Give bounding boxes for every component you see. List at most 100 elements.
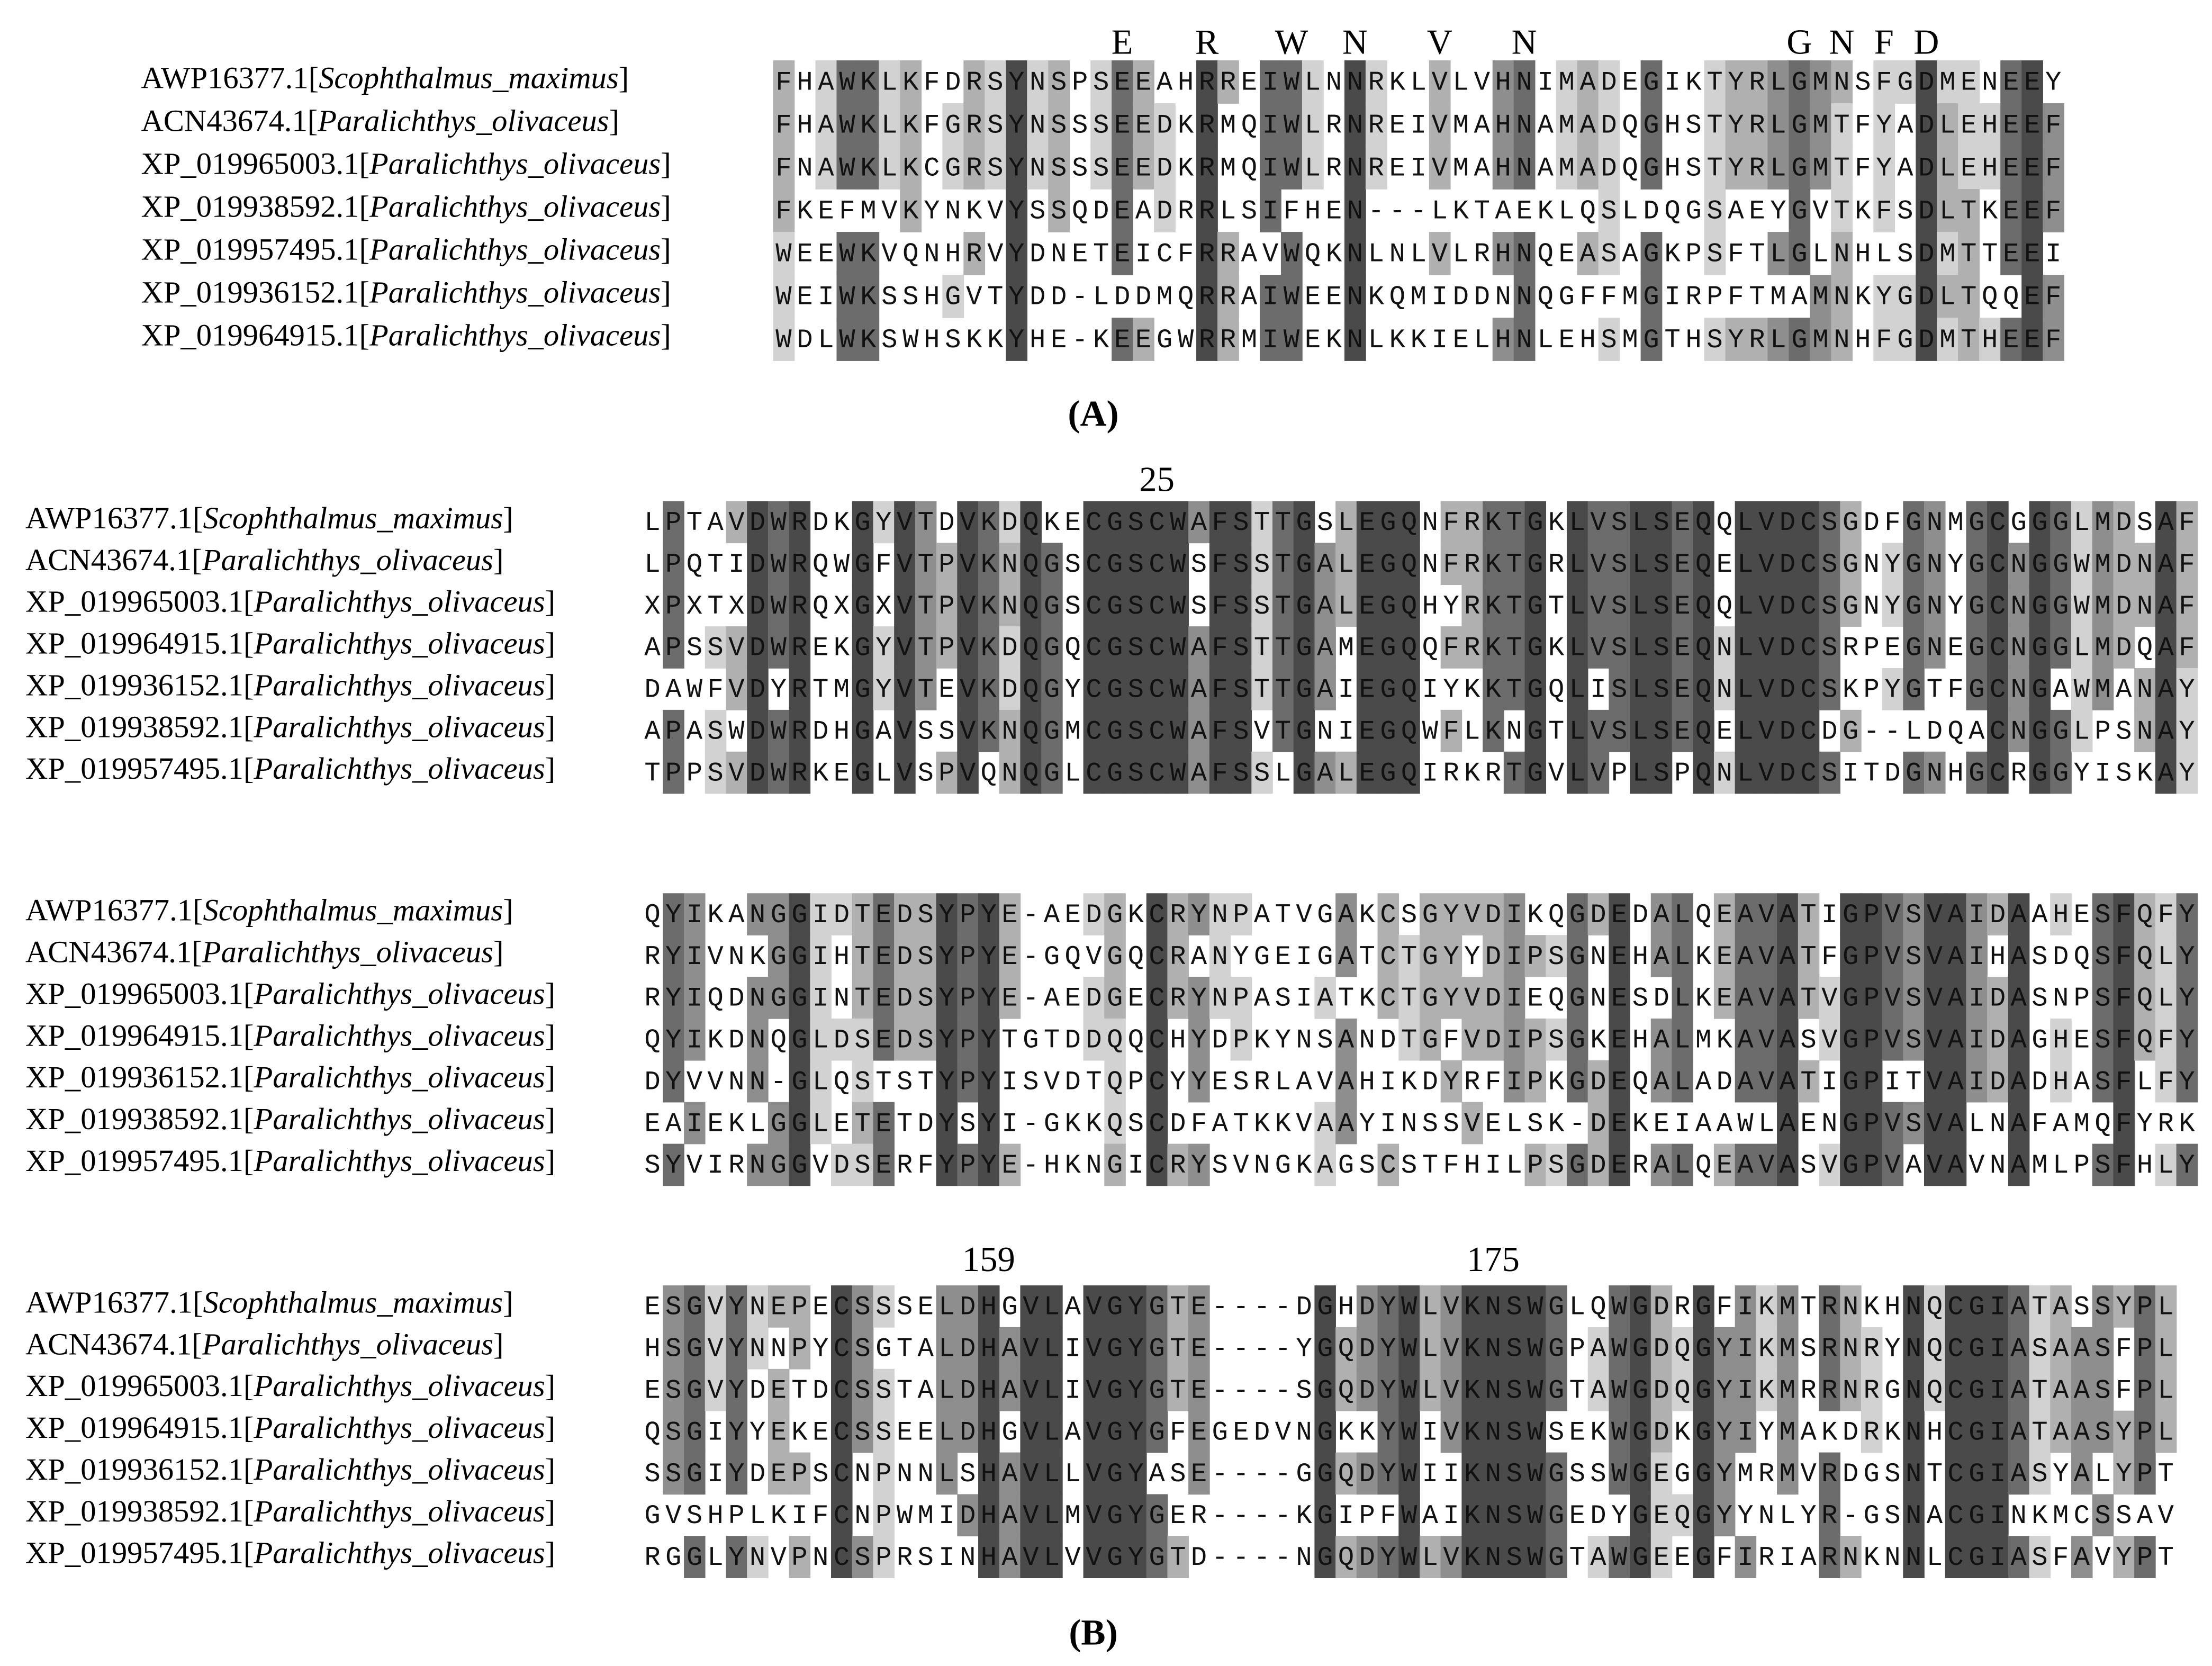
conservation-shade bbox=[1335, 1368, 1357, 1411]
conservation-shade bbox=[1524, 1060, 1547, 1103]
conservation-shade bbox=[810, 1102, 832, 1145]
conservation-shade bbox=[1777, 1285, 1799, 1328]
conservation-shade bbox=[1650, 1536, 1673, 1578]
conservation-shade bbox=[1335, 584, 1357, 627]
conservation-shade bbox=[873, 626, 895, 669]
conservation-shade bbox=[1566, 501, 1588, 544]
accession: XP_019938592.1[ bbox=[25, 709, 254, 744]
conservation-shade bbox=[852, 1018, 874, 1061]
conservation-shade bbox=[957, 1368, 979, 1411]
conservation-shade bbox=[1104, 1536, 1126, 1578]
conservation-shade bbox=[978, 626, 1000, 669]
conservation-shade bbox=[1112, 60, 1133, 104]
species-name: Scophthalmus_maximus bbox=[203, 500, 503, 535]
conservation-shade bbox=[1966, 543, 1988, 586]
conservation-shade bbox=[1861, 1368, 1883, 1411]
conservation-shade bbox=[978, 1536, 1000, 1578]
conservation-shade bbox=[1020, 501, 1042, 544]
conservation-shade bbox=[1894, 60, 1917, 104]
conservation-shade bbox=[1104, 584, 1126, 627]
conservation-shade bbox=[773, 318, 795, 361]
conservation-shade bbox=[1672, 1327, 1694, 1370]
conservation-shade bbox=[2071, 1452, 2093, 1495]
conservation-shade bbox=[1483, 584, 1504, 627]
conservation-shade bbox=[2155, 977, 2177, 1019]
conservation-shade bbox=[1461, 1410, 1483, 1453]
conservation-shade bbox=[1503, 668, 1525, 710]
conservation-shade bbox=[1272, 709, 1294, 752]
conservation-shade bbox=[1958, 103, 1980, 147]
conservation-shade bbox=[2071, 1536, 2093, 1578]
conservation-shade bbox=[2008, 709, 2030, 752]
conservation-shade bbox=[2050, 1060, 2072, 1103]
conservation-shade bbox=[1840, 1536, 1862, 1578]
conservation-shade bbox=[1146, 1494, 1168, 1537]
conservation-shade bbox=[1041, 1368, 1063, 1411]
sequence: QSGIYYEKECSSEELDHGVLAVGYGFEGEDVNGKKYWIVK… bbox=[644, 1418, 2174, 1448]
conservation-shade bbox=[831, 1285, 853, 1328]
conservation-shade bbox=[1251, 501, 1273, 544]
conservation-shade bbox=[1903, 1327, 1925, 1370]
conservation-shade bbox=[1713, 1452, 1736, 1495]
conservation-shade bbox=[1609, 1410, 1630, 1453]
accession: ] bbox=[503, 893, 513, 927]
conservation-shade bbox=[2071, 1327, 2093, 1370]
conservation-shade bbox=[1125, 1368, 1147, 1411]
conservation-shade bbox=[1209, 893, 1231, 935]
conservation-shade bbox=[1798, 709, 1820, 752]
conservation-shade bbox=[1704, 189, 1726, 232]
conservation-shade bbox=[1314, 1143, 1336, 1186]
conservation-shade bbox=[1735, 709, 1757, 752]
conservation-shade bbox=[1672, 893, 1694, 935]
conservation-shade bbox=[773, 189, 795, 232]
conservation-shade bbox=[1713, 1368, 1736, 1411]
conservation-shade bbox=[1587, 1102, 1610, 1145]
conservation-shade bbox=[915, 668, 937, 710]
conservation-shade bbox=[1419, 1536, 1441, 1578]
conservation-shade bbox=[1777, 1143, 1799, 1186]
conservation-shade bbox=[1356, 543, 1378, 586]
conservation-shade bbox=[1945, 1452, 1967, 1495]
species-name: Paralichthys_olivaceus bbox=[253, 709, 545, 744]
conservation-shade bbox=[1503, 1060, 1525, 1103]
conservation-shade bbox=[2021, 318, 2043, 361]
species-name: Paralichthys_olivaceus bbox=[253, 976, 545, 1011]
conservation-shade bbox=[1440, 1327, 1462, 1370]
conservation-shade bbox=[1188, 709, 1210, 752]
conservation-shade bbox=[2155, 935, 2177, 977]
conservation-shade bbox=[1756, 1285, 1777, 1328]
conservation-shade bbox=[2021, 146, 2043, 190]
residue-annotation: D bbox=[1913, 23, 1939, 61]
conservation-shade bbox=[1188, 1368, 1210, 1411]
conservation-shade bbox=[1966, 893, 1988, 935]
conservation-shade bbox=[1020, 668, 1042, 710]
species-name: Scophthalmus_maximus bbox=[319, 60, 619, 95]
conservation-shade bbox=[1365, 60, 1387, 104]
conservation-shade bbox=[1566, 1018, 1588, 1061]
conservation-shade bbox=[2008, 1102, 2030, 1145]
accession: XP_019964915.1[ bbox=[141, 318, 369, 352]
conservation-shade bbox=[1819, 977, 1840, 1019]
conservation-shade bbox=[1503, 1452, 1525, 1495]
conservation-shade bbox=[852, 709, 874, 752]
conservation-shade bbox=[2021, 60, 2043, 104]
accession: XP_019938592.1[ bbox=[25, 1493, 254, 1528]
conservation-shade bbox=[1419, 935, 1441, 977]
conservation-shade bbox=[1693, 668, 1714, 710]
conservation-shade bbox=[1167, 1285, 1189, 1328]
conservation-shade bbox=[900, 103, 922, 147]
conservation-shade bbox=[1746, 318, 1768, 361]
conservation-shade bbox=[1566, 893, 1588, 935]
conservation-shade bbox=[1958, 275, 1980, 318]
conservation-shade bbox=[684, 977, 706, 1019]
conservation-shade bbox=[663, 1410, 684, 1453]
conservation-shade bbox=[1587, 893, 1610, 935]
conservation-shade bbox=[2176, 1143, 2198, 1186]
conservation-shade bbox=[1587, 709, 1610, 752]
conservation-shade bbox=[1377, 935, 1400, 977]
conservation-shade bbox=[1377, 751, 1400, 794]
residue-annotation: W bbox=[1275, 23, 1308, 61]
conservation-shade bbox=[1630, 1327, 1651, 1370]
conservation-shade bbox=[2134, 668, 2156, 710]
conservation-shade bbox=[1577, 232, 1599, 275]
